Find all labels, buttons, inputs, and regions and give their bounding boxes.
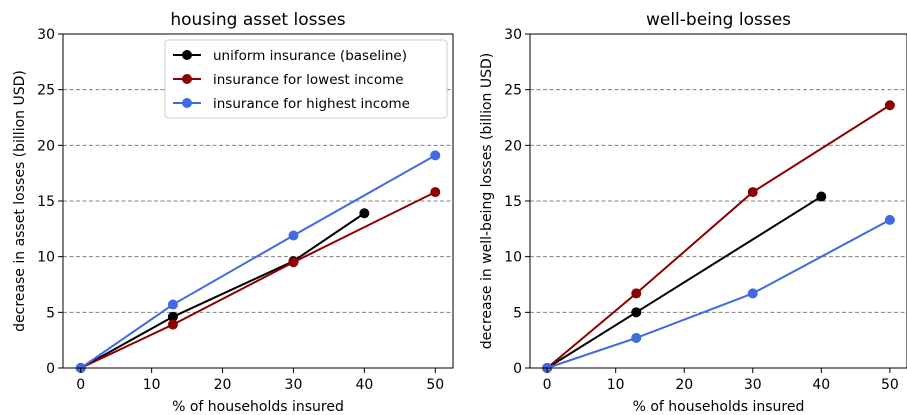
data-point [359,208,370,219]
data-point [167,299,178,310]
y-axis-label: decrease in asset losses (billion USD) [12,70,28,332]
x-tick-label: 10 [143,377,161,393]
x-axis-label: % of households insured [172,399,344,415]
y-tick-label: 10 [504,250,522,266]
data-point [167,311,178,322]
y-tick-label: 10 [37,250,55,266]
y-tick-label: 0 [46,361,55,377]
y-axis-label: decrease in well-being losses (billion U… [479,53,495,349]
y-tick-label: 15 [504,194,522,210]
data-point [167,319,178,330]
data-point [288,230,299,241]
legend-box [164,39,448,119]
y-tick-label: 25 [504,83,522,99]
y-tick-label: 0 [513,361,522,377]
series-line [546,219,891,369]
legend: uniform insurance (baseline) insurance fo… [164,39,448,119]
y-tick-label: 20 [37,138,55,154]
legend-marker [182,98,192,108]
y-tick-label: 5 [513,305,522,321]
y-tick-label: 5 [46,305,55,321]
data-point [631,307,642,318]
x-tick-label: 50 [881,377,899,393]
legend-label: uniform insurance (baseline) [213,48,407,64]
chart-panel-1: 0 5 10 15 20 25 30 0 10 20 30 40 50 housing asset los… [12,10,454,415]
x-tick-label: 30 [744,377,762,393]
data-point [747,187,758,198]
series-line [80,191,436,369]
data-point [816,191,827,202]
data-point [631,288,642,299]
data-point [884,100,895,111]
x-tick-label: 40 [812,377,830,393]
series-line [80,212,365,369]
y-tick-label: 15 [37,194,55,210]
x-tick-label: 40 [355,377,373,393]
series-line [546,195,822,369]
x-tick-label: 20 [214,377,232,393]
chart-title: housing asset losses [170,10,345,30]
legend-marker [182,50,192,60]
data-point [884,214,895,225]
data-point [430,187,441,198]
x-tick-label: 10 [607,377,625,393]
x-tick-label: 0 [543,377,552,393]
series-line [546,104,891,369]
x-axis-label: % of households insured [633,399,805,415]
y-tick-label: 25 [37,83,55,99]
chart-panel-2: 0 5 10 15 20 25 30 0 10 20 30 40 50 well-being losses… [479,10,907,415]
chart-title: well-being losses [646,10,791,30]
y-tick-label: 30 [37,27,55,43]
x-tick-label: 50 [426,377,444,393]
x-tick-label: 0 [76,377,85,393]
data-point [288,257,299,268]
y-tick-label: 20 [504,138,522,154]
data-point [747,288,758,299]
x-tick-label: 30 [285,377,303,393]
legend-marker [182,74,192,84]
data-point [631,332,642,343]
x-tick-label: 20 [675,377,693,393]
legend-label: insurance for lowest income [213,72,404,88]
series-line [80,154,436,369]
legend-label: insurance for highest income [213,96,410,112]
data-point [430,150,441,161]
y-tick-label: 30 [504,27,522,43]
